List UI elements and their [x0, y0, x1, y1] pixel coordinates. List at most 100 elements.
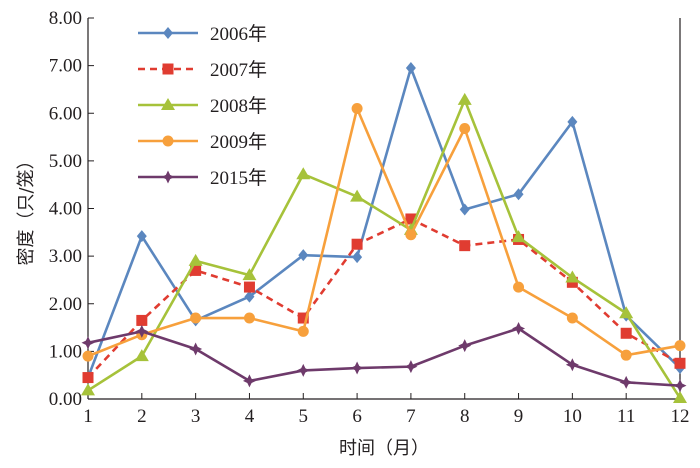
x-tick-label: 2	[137, 406, 147, 427]
data-point	[243, 312, 255, 324]
data-point	[243, 281, 255, 293]
legend-item: 2008年	[138, 95, 267, 117]
legend-item: 2006年	[138, 23, 267, 45]
data-point	[190, 312, 202, 324]
data-point	[405, 229, 417, 241]
x-tick-label: 8	[460, 406, 470, 427]
legend-label: 2015年	[210, 167, 267, 189]
data-point	[190, 264, 202, 276]
x-tick-label: 3	[191, 406, 201, 427]
legend-marker	[163, 27, 173, 39]
data-point	[136, 314, 148, 326]
legend-label: 2009年	[210, 131, 267, 153]
data-point	[620, 349, 632, 361]
legend-item: 2009年	[138, 131, 267, 153]
data-point	[513, 281, 525, 293]
data-point	[242, 374, 256, 388]
data-point	[673, 391, 687, 404]
y-tick-label: 7.00	[49, 56, 82, 77]
data-point	[189, 342, 203, 356]
legend-label: 2007年	[210, 59, 267, 81]
data-point	[82, 350, 94, 362]
data-point	[244, 290, 255, 303]
data-point	[242, 268, 257, 281]
data-point	[458, 339, 472, 353]
series-4	[81, 322, 687, 393]
data-point	[350, 189, 365, 202]
data-point	[565, 270, 580, 283]
data-point	[296, 363, 310, 377]
x-tick-label: 6	[352, 406, 362, 427]
data-point	[513, 188, 524, 201]
series-line	[87, 217, 681, 379]
data-point	[620, 327, 632, 339]
data-point	[81, 383, 95, 396]
data-point	[457, 92, 472, 105]
legend-marker	[162, 63, 174, 75]
x-tick-label: 9	[514, 406, 524, 427]
legend: 2006年 2007年 2008年 2009年 2015年	[138, 23, 267, 189]
data-point	[567, 115, 578, 128]
data-point	[459, 240, 471, 252]
legend-item: 2007年	[138, 59, 267, 81]
data-point	[296, 167, 311, 180]
y-axis-title: 密度（只/笼）	[16, 151, 37, 265]
y-tick-label: 3.00	[49, 246, 82, 267]
y-tick-label: 2.00	[49, 294, 82, 315]
data-point	[405, 62, 416, 75]
data-point	[136, 230, 147, 243]
x-tick-label: 12	[671, 406, 690, 427]
data-point	[297, 312, 309, 324]
data-point	[459, 203, 470, 216]
data-point	[404, 360, 418, 374]
legend-label: 2008年	[210, 95, 267, 117]
data-point	[674, 340, 686, 352]
series-line	[87, 107, 681, 358]
x-tick-label: 5	[299, 406, 309, 427]
data-point	[351, 238, 363, 250]
data-point	[512, 322, 526, 336]
y-tick-label: 0.00	[49, 389, 82, 410]
data-point	[134, 349, 149, 362]
data-point	[81, 336, 95, 350]
x-tick-label: 7	[406, 406, 416, 427]
y-tick-label: 4.00	[49, 199, 82, 220]
data-point	[673, 379, 687, 393]
data-point	[351, 102, 363, 114]
x-tick-label: 11	[617, 406, 635, 427]
series-layer	[81, 62, 687, 404]
data-point	[459, 122, 471, 134]
legend-marker	[161, 170, 175, 184]
data-point	[405, 213, 417, 225]
legend-marker	[162, 135, 174, 147]
series-0	[83, 62, 685, 384]
series-3	[82, 102, 686, 362]
x-tick-label: 4	[245, 406, 255, 427]
legend-marker	[161, 98, 175, 110]
data-point	[566, 312, 578, 324]
data-point	[511, 230, 526, 243]
y-tick-label: 6.00	[49, 103, 82, 124]
data-point	[565, 358, 579, 372]
y-tick-label: 8.00	[49, 8, 82, 29]
legend-label: 2006年	[210, 23, 267, 45]
data-point	[352, 251, 363, 264]
tick-labels: 0.001.002.003.004.005.006.007.008.001 2 3 4…	[49, 8, 690, 427]
data-point	[619, 306, 634, 319]
data-point	[350, 361, 364, 375]
x-axis-title: 时间（月）	[339, 438, 429, 459]
y-tick-label: 1.00	[49, 341, 82, 362]
data-point	[619, 375, 633, 389]
series-line	[87, 98, 682, 399]
x-tick-label: 1	[83, 406, 93, 427]
data-point	[674, 357, 686, 369]
data-point	[297, 325, 309, 337]
data-point	[298, 249, 309, 262]
data-point	[82, 372, 94, 384]
y-tick-label: 5.00	[49, 151, 82, 172]
x-tick-label: 10	[563, 406, 582, 427]
legend-item: 2015年	[138, 167, 267, 189]
data-point	[135, 324, 149, 338]
series-line	[86, 66, 681, 379]
